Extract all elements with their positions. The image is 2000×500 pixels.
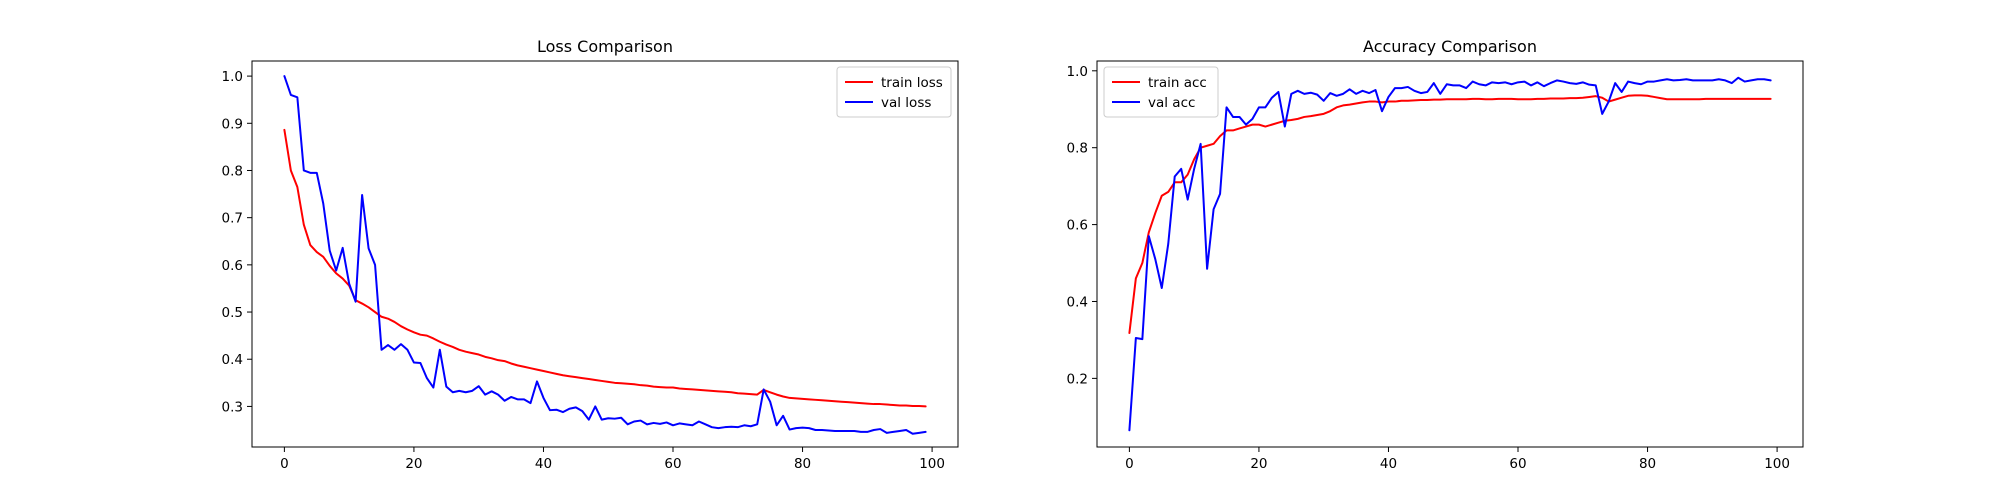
chart-title: Accuracy Comparison xyxy=(1363,37,1537,56)
loss-chart: Loss Comparison 0 20 40 60 80 100 0.3 0.4 0.5 0.6 0… xyxy=(222,37,959,472)
y-tick-label: 0.7 xyxy=(222,211,243,227)
x-tick-label: 60 xyxy=(1509,456,1526,472)
legend-box xyxy=(836,66,952,118)
y-tick-label: 0.8 xyxy=(1067,141,1088,157)
x-tick-label: 0 xyxy=(280,456,289,472)
series-line-val-acc xyxy=(1128,76,1772,432)
legend: train loss val loss xyxy=(836,66,952,118)
x-tick-label: 0 xyxy=(1125,456,1134,472)
y-tick-label: 0.9 xyxy=(222,116,243,132)
legend-box xyxy=(1103,66,1219,118)
plot-frame xyxy=(251,60,959,448)
y-tick-label: 0.2 xyxy=(1067,371,1088,387)
y-tick-label: 0.6 xyxy=(1067,218,1088,234)
x-tick-label: 100 xyxy=(1764,456,1790,472)
legend-label: val loss xyxy=(881,95,931,111)
legend-label: train loss xyxy=(881,75,943,91)
plot-frame xyxy=(1096,60,1804,448)
y-tick-label: 0.5 xyxy=(222,305,243,321)
y-tick-label: 1.0 xyxy=(1067,64,1088,80)
x-tick-label: 100 xyxy=(919,456,945,472)
x-tick-label: 60 xyxy=(664,456,681,472)
x-tick-label: 80 xyxy=(1639,456,1656,472)
series-line-train-acc xyxy=(1128,94,1772,335)
y-tick-label: 1.0 xyxy=(222,69,243,85)
x-tick-label: 80 xyxy=(794,456,811,472)
y-tick-label: 0.4 xyxy=(222,352,243,368)
x-tick-label: 20 xyxy=(405,456,422,472)
y-tick-label: 0.6 xyxy=(222,258,243,274)
series-line-val-loss xyxy=(283,75,927,435)
x-tick-label: 20 xyxy=(1250,456,1267,472)
legend-label: val acc xyxy=(1148,95,1195,111)
chart-title: Loss Comparison xyxy=(537,37,673,56)
y-tick-label: 0.3 xyxy=(222,399,243,415)
legend: train acc val acc xyxy=(1103,66,1219,118)
y-tick-label: 0.8 xyxy=(222,163,243,179)
series-line-train-loss xyxy=(283,128,927,408)
x-tick-label: 40 xyxy=(535,456,552,472)
x-tick-label: 40 xyxy=(1380,456,1397,472)
y-tick-label: 0.4 xyxy=(1067,294,1088,310)
legend-label: train acc xyxy=(1148,75,1207,91)
accuracy-chart: Accuracy Comparison 0 20 40 60 80 100 0.2 0.4 0.6… xyxy=(1067,37,1804,472)
